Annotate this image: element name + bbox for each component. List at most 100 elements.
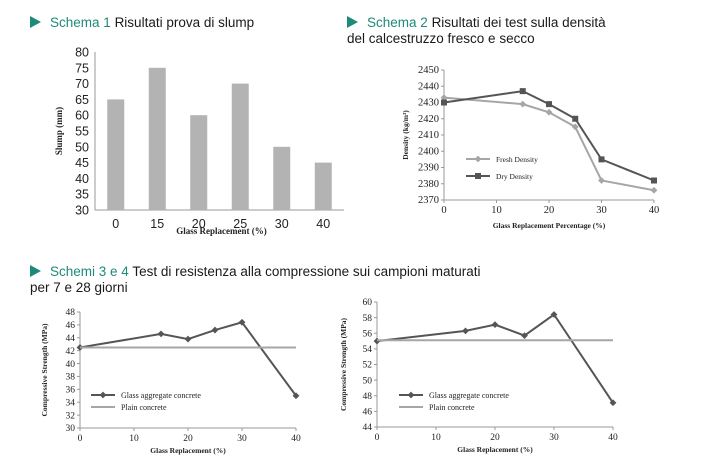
data-point [609, 399, 617, 407]
data-point [238, 318, 246, 326]
data-point [211, 326, 219, 334]
heading-text: Test di resistenza alla compressione sui… [132, 264, 481, 279]
data-point [440, 94, 448, 102]
y-tick-label: 2370 [418, 195, 439, 206]
bar [148, 67, 166, 210]
x-tick-label: 20 [490, 433, 500, 443]
y-tick-label: 44 [363, 423, 373, 433]
heading-lead: Schema 2 [367, 15, 428, 30]
y-axis-label: Compressive Strength (MPa) [40, 323, 49, 417]
arrow-icon [30, 265, 41, 277]
y-tick-label: 44 [66, 334, 76, 344]
x-tick-label: 40 [316, 217, 330, 231]
x-tick-label: 20 [192, 217, 206, 231]
x-tick-label: 25 [233, 217, 247, 231]
x-tick-label: 30 [275, 217, 289, 231]
data-point [441, 99, 447, 106]
bar [231, 83, 249, 210]
y-tick-label: 80 [75, 46, 89, 60]
bar [190, 115, 208, 210]
legend-label: Fresh Density [496, 155, 538, 164]
heading-schemi-3-4: Schemi 3 e 4 Test di resistenza alla com… [30, 264, 480, 296]
y-tick-label: 45 [75, 156, 89, 170]
legend-label: Glass aggregate concrete [121, 391, 201, 400]
data-point [550, 311, 558, 318]
x-tick-label: 0 [112, 217, 119, 231]
data-point [572, 115, 579, 122]
y-tick-label: 70 [75, 77, 89, 91]
heading-lead: Schemi 3 e 4 [50, 264, 129, 279]
y-tick-label: 48 [66, 308, 76, 318]
data-point [571, 123, 579, 131]
y-tick-label: 46 [363, 408, 373, 418]
heading-schema-1: Schema 1 Risultati prova di slump [30, 15, 254, 31]
y-tick-label: 2440 [418, 81, 439, 92]
legend-label: Plain concrete [429, 403, 475, 412]
y-tick-label: 50 [75, 140, 89, 154]
x-tick-label: 0 [78, 434, 83, 444]
x-tick-label: 10 [431, 433, 441, 443]
x-tick-label: 10 [491, 205, 502, 216]
y-tick-label: 2390 [418, 163, 439, 174]
legend-label: Dry Density [496, 172, 533, 181]
y-tick-label: 38 [66, 373, 76, 383]
heading-text-line2: per 7 e 28 giorni [30, 280, 128, 295]
y-tick-label: 60 [75, 109, 89, 123]
bar [314, 162, 332, 210]
y-tick-label: 40 [66, 360, 76, 370]
y-tick-label: 54 [363, 345, 373, 355]
data-point [598, 177, 605, 184]
y-tick-label: 40 [75, 172, 89, 186]
series-line [79, 321, 297, 397]
x-tick-label: 20 [544, 205, 555, 216]
x-tick-label: 10 [129, 434, 139, 444]
y-tick-label: 2400 [418, 146, 439, 157]
series-line [443, 90, 655, 182]
x-tick-label: 40 [608, 433, 618, 443]
x-tick-label: 0 [375, 433, 380, 443]
x-tick-label: 40 [291, 434, 301, 444]
series-line [376, 313, 614, 404]
x-axis-label: Glass Replacement (%) [150, 446, 226, 455]
data-point [651, 177, 657, 184]
y-tick-label: 2430 [418, 98, 439, 109]
series-line [443, 96, 655, 192]
legend-marker [407, 391, 415, 399]
y-tick-label: 30 [75, 204, 89, 218]
y-tick-label: 60 [363, 298, 373, 308]
heading-text: Risultati prova di slump [114, 15, 255, 30]
x-axis-label: Glass Replacement (%) [457, 445, 533, 454]
y-tick-label: 42 [66, 347, 76, 357]
arrow-icon [30, 16, 41, 28]
x-tick-label: 30 [237, 434, 247, 444]
data-point [157, 330, 165, 338]
data-point [519, 88, 526, 95]
y-tick-label: 2420 [418, 114, 439, 125]
x-axis-label: Glass Replacement (%) [176, 226, 266, 236]
x-tick-label: 30 [549, 433, 559, 443]
y-tick-label: 46 [66, 321, 76, 331]
legend-label: Plain concrete [121, 403, 167, 412]
x-tick-label: 30 [596, 205, 607, 216]
x-tick-label: 40 [649, 205, 660, 216]
y-axis-label: Compressive Strength (MPa) [339, 317, 348, 411]
data-point [650, 186, 658, 194]
bar [273, 146, 291, 210]
data-point [491, 321, 499, 329]
y-axis-label: Density (kg/m³) [401, 110, 410, 160]
heading-lead: Schema 1 [50, 15, 111, 30]
arrow-icon [347, 16, 358, 28]
y-tick-label: 52 [363, 361, 373, 371]
data-point [521, 332, 528, 339]
x-tick-label: 20 [183, 434, 193, 444]
y-tick-label: 36 [66, 386, 76, 396]
legend-marker [474, 155, 482, 163]
y-tick-label: 35 [75, 188, 89, 202]
x-tick-label: 0 [441, 205, 446, 216]
legend-marker [99, 391, 107, 399]
data-point [519, 100, 527, 108]
y-tick-label: 32 [66, 411, 76, 421]
y-tick-label: 56 [363, 329, 373, 339]
x-tick-label: 15 [150, 217, 164, 231]
